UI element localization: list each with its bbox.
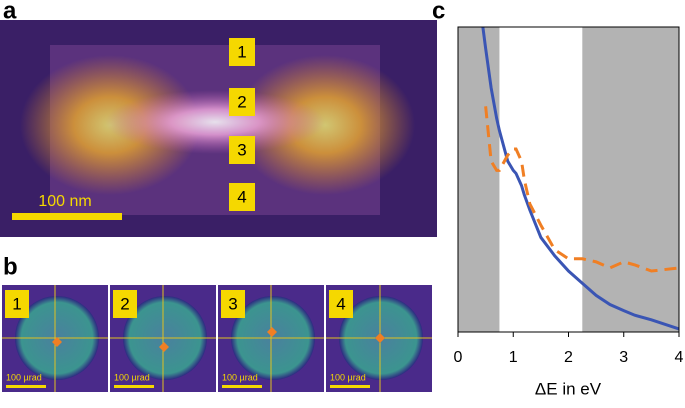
label: 2 bbox=[120, 294, 129, 313]
label-box bbox=[229, 136, 255, 164]
x-tick-label: 0 bbox=[454, 349, 463, 366]
label-box bbox=[229, 183, 255, 211]
label: 3 bbox=[237, 140, 246, 159]
panel-letter: b bbox=[3, 253, 18, 280]
x-tick-label: 2 bbox=[564, 349, 573, 366]
marker bbox=[267, 327, 277, 337]
label: 1 bbox=[12, 294, 21, 313]
label: 4 bbox=[336, 294, 345, 313]
label: 4 bbox=[237, 187, 246, 206]
x-axis-label: ΔE in eV bbox=[535, 379, 602, 398]
label-box bbox=[229, 38, 255, 66]
label: 2 bbox=[237, 92, 246, 111]
scale-bar-label: 100 µrad bbox=[6, 372, 42, 382]
panel-letter: a bbox=[3, 0, 17, 24]
scale-bar bbox=[6, 385, 46, 388]
label-box bbox=[5, 290, 29, 318]
marker bbox=[375, 333, 385, 343]
x-tick-label: 4 bbox=[675, 349, 684, 366]
scale-bar bbox=[222, 385, 262, 388]
label-box bbox=[221, 290, 245, 318]
x-tick-label: 1 bbox=[509, 349, 518, 366]
panel-a-image bbox=[0, 20, 437, 237]
label-box bbox=[229, 88, 255, 116]
scale-bar-label: 100 µrad bbox=[330, 372, 366, 382]
shaded-region bbox=[458, 27, 500, 332]
marker bbox=[52, 337, 62, 347]
scale-bar-label: 100 nm bbox=[38, 193, 91, 210]
scale-bar-label: 100 µrad bbox=[222, 372, 258, 382]
label: 3 bbox=[228, 294, 237, 313]
label-box bbox=[329, 290, 353, 318]
marker bbox=[159, 342, 169, 352]
scale-bar-label: 100 µrad bbox=[114, 372, 150, 382]
scale-bar bbox=[330, 385, 370, 388]
panel-letter: c bbox=[432, 0, 445, 24]
label-box bbox=[113, 290, 137, 318]
data-line bbox=[481, 27, 679, 331]
x-tick-label: 3 bbox=[619, 349, 628, 366]
shaded-region bbox=[582, 27, 679, 332]
label: 1 bbox=[237, 42, 246, 61]
scale-bar bbox=[114, 385, 154, 388]
